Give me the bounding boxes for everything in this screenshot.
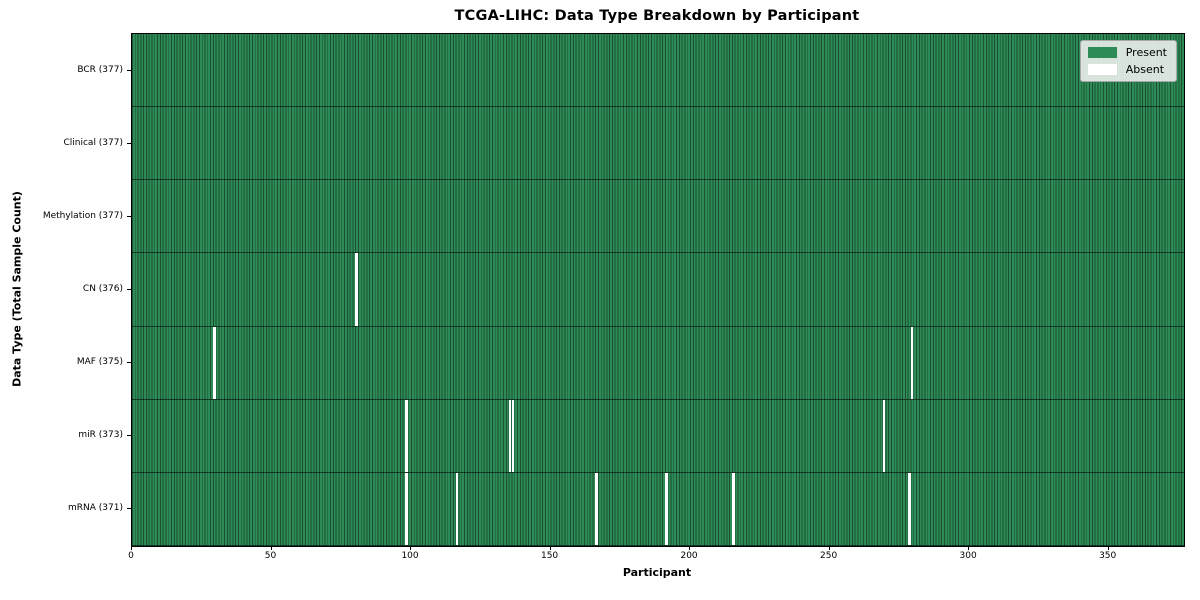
x-tick-label: 100 (401, 551, 419, 561)
x-tick-mark (549, 546, 551, 550)
chart-title: TCGA-LIHC: Data Type Breakdown by Partic… (454, 8, 860, 24)
x-tick-label: 0 (128, 551, 134, 561)
y-tick-label: CN (376) (82, 284, 123, 294)
legend-swatch-present (1087, 47, 1117, 58)
absent-mark (731, 472, 735, 545)
x-tick-mark (968, 546, 970, 550)
absent-mark (355, 253, 359, 326)
x-tick-label: 350 (1099, 551, 1117, 561)
absent-mark (405, 399, 409, 472)
absent-mark (212, 326, 216, 399)
y-tick-label: Methylation (377) (42, 210, 123, 221)
x-axis-label: Participant (622, 566, 692, 579)
legend-label: Absent (1125, 63, 1165, 76)
absent-mark (595, 472, 598, 545)
x-tick-mark (828, 546, 830, 550)
y-tick-mark (127, 215, 131, 217)
y-tick-label: miR (373) (78, 430, 123, 441)
absent-mark (882, 399, 886, 472)
x-tick-label: 250 (820, 551, 838, 561)
absent-mark (405, 472, 409, 545)
y-tick-mark (127, 289, 131, 290)
y-tick-mark (127, 362, 131, 364)
y-tick-label: Clinical (377) (63, 137, 123, 148)
x-tick-label: 50 (264, 551, 277, 561)
x-tick-mark (410, 546, 412, 550)
legend: Present Absent (1079, 40, 1177, 82)
x-tick-label: 300 (959, 551, 977, 561)
y-tick-mark (127, 508, 131, 510)
heatmap-row-methylation (132, 180, 1184, 254)
heatmap-row-mir (132, 399, 1184, 473)
x-tick-mark (1107, 546, 1109, 550)
heatmap-row-clinical (132, 107, 1184, 181)
y-tick-mark (127, 435, 131, 437)
x-tick-label: 200 (680, 551, 698, 561)
heatmap-row-mrna (132, 472, 1184, 546)
y-tick-label: MAF (375) (76, 357, 123, 368)
heatmap-row-maf (132, 326, 1184, 400)
heatmap-row-bcr (132, 34, 1184, 108)
legend-label: Present (1125, 46, 1167, 59)
absent-mark (455, 472, 459, 545)
x-tick-mark (131, 546, 132, 550)
absent-mark (910, 326, 914, 399)
absent-mark (508, 399, 512, 472)
x-tick-mark (689, 546, 691, 550)
plot-area: Present Absent (131, 33, 1185, 547)
y-tick-label: mRNA (371) (68, 503, 123, 514)
absent-mark (907, 472, 911, 545)
absent-mark (664, 472, 668, 545)
legend-entry-absent: Absent (1087, 63, 1167, 76)
absent-mark (511, 399, 515, 472)
legend-entry-present: Present (1087, 46, 1167, 59)
y-tick-mark (127, 142, 131, 144)
x-tick-label: 150 (540, 551, 559, 561)
x-tick-mark (270, 546, 272, 550)
y-tick-mark (127, 69, 131, 71)
heatmap-row-cn (132, 253, 1184, 327)
legend-swatch-absent (1087, 64, 1117, 75)
y-tick-label: BCR (377) (77, 64, 123, 75)
